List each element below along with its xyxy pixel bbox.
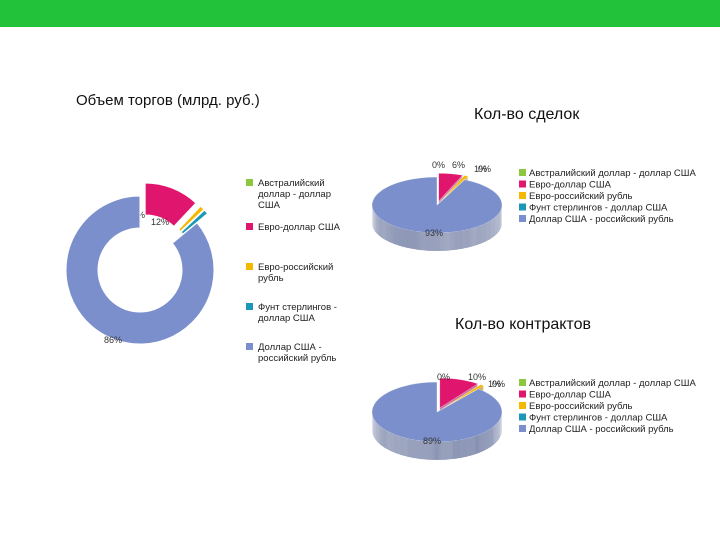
chart-1-slice-4 (371, 176, 503, 234)
chart-1-data-label-3: 0% (478, 164, 491, 174)
chart-2-legend-swatch-4 (519, 425, 526, 432)
chart-2-data-label-4: 89% (423, 436, 441, 446)
volume-slice-1 (144, 182, 197, 228)
chart-1-slice-2 (440, 175, 469, 202)
volume-legend-swatch-1 (246, 223, 253, 230)
chart-1-legend-label-2: Евро-российский рубль (529, 191, 633, 202)
chart-1-legend-label-0: Австралийский доллар - доллар США (529, 168, 696, 179)
chart-2-data-label-0: 0% (437, 372, 450, 382)
volume-legend-swatch-3 (246, 303, 253, 310)
chart-title-deals: Кол-во сделок (474, 106, 580, 123)
chart-1-data-label-1: 6% (452, 160, 465, 170)
chart-title-contracts: Кол-во контрактов (455, 316, 591, 333)
chart-1-legend-label-3: Фунт стерлингов - доллар США (529, 203, 668, 214)
volume-legend-label-0: Австралийский доллар - доллар США (258, 178, 331, 211)
chart-1-legend-swatch-0 (519, 169, 526, 176)
volume-data-label-1: 12% (151, 217, 169, 227)
chart-1-slice-1 (438, 172, 464, 202)
chart-1-data-label-0: 0% (432, 160, 445, 170)
chart-2-legend-swatch-2 (519, 402, 526, 409)
chart-2-legend-swatch-1 (519, 390, 526, 398)
volume-legend-swatch-0 (246, 179, 253, 186)
volume-legend-swatch-2 (246, 263, 253, 270)
chart-1-legend-swatch-4 (519, 215, 526, 222)
chart-2-data-label-1: 10% (468, 372, 486, 382)
volume-legend-label-1: Евро-доллар США (258, 222, 341, 233)
chart-1-legend-label-4: Доллар США - российский рубль (529, 214, 674, 225)
chart-1-legend-label-1: Евро-доллар США (529, 180, 612, 191)
chart-2-data-label-3: 0% (492, 379, 505, 389)
chart-2-slice-4 (371, 381, 503, 443)
chart-2-slice-1 (439, 377, 479, 409)
volume-slice-2 (177, 205, 205, 233)
chart-2-legend-label-0: Австралийский доллар - доллар США (529, 378, 696, 389)
top-accent-bar (0, 0, 720, 27)
chart-1-legend-swatch-3 (519, 203, 526, 211)
volume-legend-label-2: Евро-российский рубль (258, 262, 333, 284)
volume-legend-swatch-4 (246, 343, 253, 350)
volume-legend-label-4: Доллар США -российский рубль (258, 342, 336, 364)
volume-slice-4 (65, 195, 215, 345)
chart-title-volume: Объем торгов (млрд. руб.) (76, 92, 260, 109)
chart-2-slice-2 (442, 384, 485, 409)
chart-2-legend-label-4: Доллар США - российский рубль (529, 424, 674, 435)
chart-2-legend-label-2: Евро-российский рубль (529, 401, 633, 412)
chart-1-legend-swatch-2 (519, 192, 526, 199)
volume-data-label-4: 86% (104, 335, 122, 345)
chart-2-legend-label-3: Фунт стерлингов - доллар США (529, 413, 668, 424)
chart-1-data-label-4: 93% (425, 228, 443, 238)
chart-2-legend-swatch-3 (519, 413, 526, 421)
chart-2-data-label-2: 1% (488, 379, 501, 389)
chart-1-legend-swatch-1 (519, 180, 526, 188)
chart-2-legend-label-1: Евро-доллар США (529, 390, 612, 401)
chart-1-data-label-2: 1% (474, 164, 487, 174)
chart-2-legend-swatch-0 (519, 379, 526, 386)
volume-legend-label-3: Фунт стерлингов -доллар США (258, 302, 337, 324)
